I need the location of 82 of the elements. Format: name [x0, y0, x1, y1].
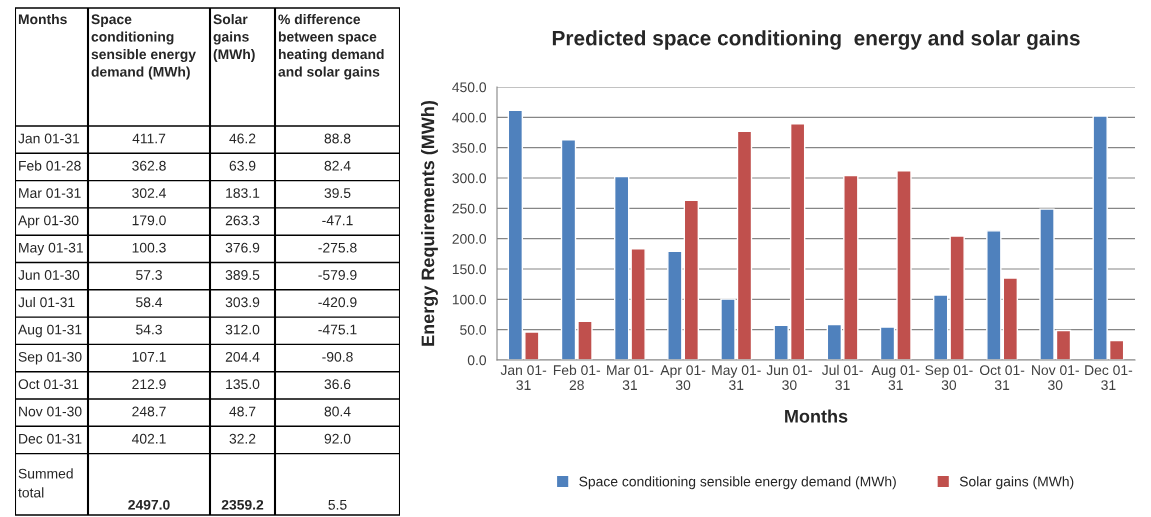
data-label: -47.1	[322, 215, 353, 226]
data-label: 204.4	[225, 351, 260, 362]
y-tick-label: 400.0	[452, 112, 487, 123]
data-label: 57.3	[136, 270, 162, 280]
y-axis-title: Energy Requirements (MWh)	[421, 101, 438, 346]
data-label: 183.1	[226, 188, 260, 198]
legend-label: Space conditioning sensible energy demand (MWh)	[579, 476, 896, 490]
data-label: 5.5	[328, 500, 347, 510]
x-tick-label: Jun 01-30	[766, 365, 812, 391]
category-label: Feb 01-28	[19, 160, 81, 171]
chart-title: Predicted space conditioning energy and solar gains	[552, 30, 1080, 50]
category-label: Summed total	[18, 468, 73, 498]
y-tick-label: 300.0	[452, 173, 487, 184]
y-tick-label: 150.0	[452, 264, 487, 275]
x-axis-title: Months	[785, 409, 848, 423]
y-tick-label: 350.0	[452, 143, 487, 153]
x-tick-label: Jan 01-31	[500, 365, 547, 391]
category-label: Mar 01-31	[19, 188, 81, 198]
data-label: 92.0	[324, 433, 351, 444]
data-label: 48.7	[229, 406, 256, 417]
y-tick-label: 0.0	[467, 355, 487, 366]
data-label: 212.9	[132, 379, 166, 390]
category-label: Apr 01-30	[18, 215, 79, 229]
data-label: 312.0	[225, 324, 260, 335]
x-tick-label: Sep 01-30	[925, 365, 973, 391]
x-tick-label: Oct 01-31	[979, 365, 1025, 391]
data-label: 46.2	[229, 133, 256, 144]
data-label: -475.1	[318, 324, 357, 335]
data-label: 135.0	[226, 379, 260, 390]
data-label: 302.4	[132, 188, 166, 198]
data-label: 39.5	[324, 188, 351, 198]
data-label: 303.9	[225, 297, 260, 308]
y-tick-label: 250.0	[452, 203, 487, 214]
x-tick-label: Nov 01-30	[1032, 365, 1079, 391]
x-tick-label: Aug 01-31	[871, 365, 920, 391]
category-label: Jan 01-31	[18, 133, 80, 144]
x-tick-label: May 01-31	[712, 365, 761, 391]
data-label: -579.9	[318, 270, 357, 280]
data-label: 263.3	[225, 215, 260, 226]
category-label: Nov 01-30	[19, 406, 82, 417]
category-label: May 01-31	[19, 242, 83, 256]
data-label: 376.9	[225, 242, 260, 253]
data-label: 36.6	[324, 379, 351, 390]
data-label: 54.3	[136, 324, 162, 335]
x-tick-label: Apr 01-30	[660, 365, 706, 391]
y-tick-label: 50.0	[460, 325, 487, 335]
data-label: 2359.2	[221, 499, 264, 510]
data-label: 32.2	[229, 433, 256, 444]
data-label: 80.4	[324, 406, 351, 417]
data-label: 100.3	[132, 242, 166, 253]
text: Solar gains (MWh)	[213, 14, 255, 62]
data-label: 362.8	[132, 160, 166, 171]
category-label: Dec 01-31	[19, 433, 82, 444]
category-label: Jul 01-31	[18, 296, 75, 308]
data-label: 58.4	[136, 297, 163, 308]
data-label: 179.0	[132, 215, 166, 226]
data-label: 88.8	[324, 133, 351, 144]
text: Months	[18, 14, 67, 25]
category-label: Sep 01-30	[18, 351, 82, 365]
category-label: Aug 01-31	[18, 324, 82, 338]
data-label: 63.9	[229, 160, 256, 171]
x-tick-label: Dec 01-31	[1085, 365, 1133, 391]
y-tick-label: 200.0	[452, 234, 487, 244]
x-tick-label: Feb 01-28	[553, 364, 601, 391]
data-label: 82.4	[324, 160, 351, 171]
data-label: -275.8	[318, 242, 357, 253]
data-label: -90.8	[322, 351, 353, 362]
data-label: 248.7	[132, 406, 166, 417]
y-tick-label: 450.0	[452, 82, 487, 93]
y-tick-label: 100.0	[452, 294, 487, 305]
category-label: Jun 01-30	[18, 270, 80, 280]
x-tick-label: Jul 01-31	[821, 364, 863, 391]
text: % difference between space heating demand and solar gains	[278, 14, 384, 80]
x-tick-label: Mar 01-31	[607, 365, 654, 391]
data-label: 411.7	[132, 133, 166, 144]
data-label: 402.1	[131, 433, 166, 444]
legend-label: Solar gains (MWh)	[959, 476, 1074, 490]
data-label: 2497.0	[128, 499, 170, 510]
data-label: 389.5	[225, 270, 260, 280]
data-label: -420.9	[318, 297, 357, 308]
text: Space conditioning sensible energy demand (MWh)	[91, 14, 196, 80]
data-label: 107.1	[132, 351, 166, 362]
